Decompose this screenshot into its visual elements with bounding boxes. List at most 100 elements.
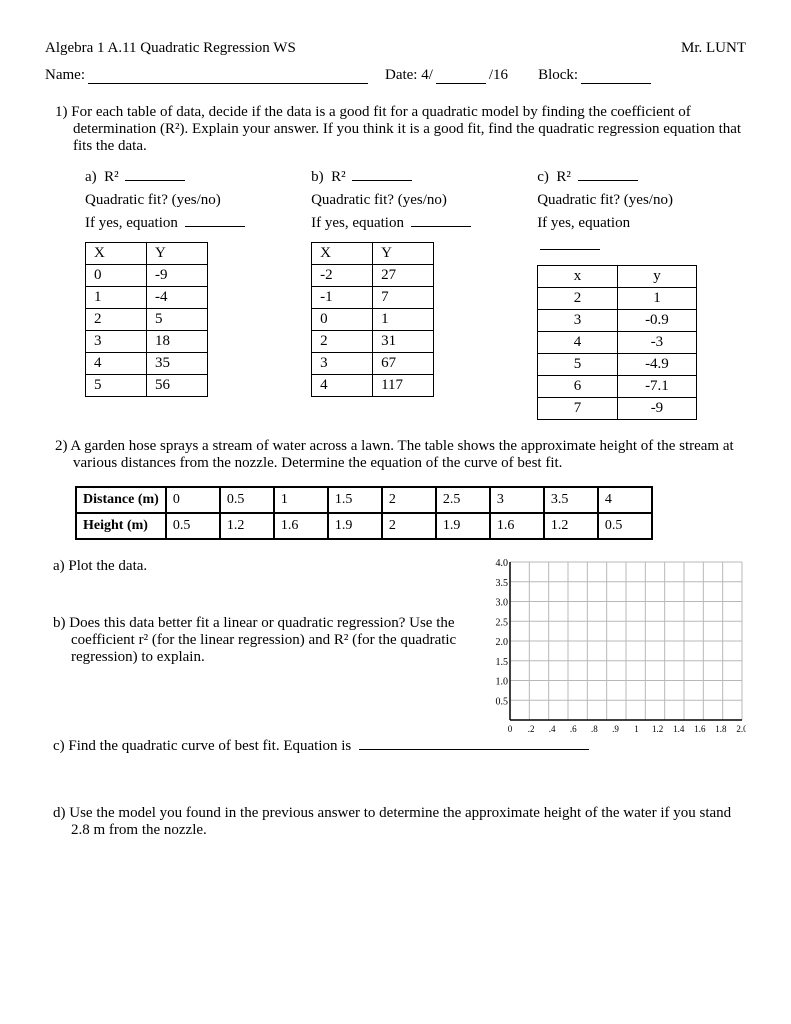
q2c: c) Find the quadratic curve of best fit.… — [53, 738, 746, 755]
cell: 6 — [538, 376, 618, 398]
cell: 2 — [312, 331, 373, 353]
date-label: Date: 4/ — [385, 67, 433, 84]
svg-text:4.0: 4.0 — [496, 558, 509, 569]
svg-text:2.0: 2.0 — [496, 637, 509, 648]
svg-text:.9: .9 — [612, 724, 619, 734]
cell: 1 — [274, 487, 328, 513]
q1b-table: XY -227 -17 01 231 367 4117 — [311, 242, 434, 397]
cell: 2 — [86, 309, 147, 331]
cell: -2 — [312, 265, 373, 287]
q1c-label: c) — [537, 169, 549, 185]
q2a: a) Plot the data. — [53, 558, 466, 575]
q2c-text: c) Find the quadratic curve of best fit.… — [53, 738, 351, 754]
svg-text:1.5: 1.5 — [496, 657, 509, 668]
cell: 1 — [617, 288, 697, 310]
q2b: b) Does this data better fit a linear or… — [53, 615, 466, 666]
q1b-r2-blank — [352, 180, 412, 181]
cell: 117 — [373, 375, 434, 397]
cell: -4.9 — [617, 354, 697, 376]
cell: 18 — [147, 331, 208, 353]
q1a-eq: If yes, equation — [85, 215, 178, 231]
cell: 4 — [538, 332, 618, 354]
cell: 0.5 — [166, 513, 220, 539]
q1a-r2: R² — [104, 169, 119, 185]
grid-chart: 4.03.53.02.52.01.51.00.50.2.4.6.8.911.21… — [486, 558, 746, 738]
cell: 2 — [382, 487, 436, 513]
cell: 7 — [373, 287, 434, 309]
cell: 1 — [373, 309, 434, 331]
cell: 1.6 — [274, 513, 328, 539]
q2-prompt: 2) A garden hose sprays a stream of wate… — [55, 438, 746, 472]
cell: 67 — [373, 353, 434, 375]
svg-text:1: 1 — [634, 724, 639, 734]
cell: 0 — [312, 309, 373, 331]
cell: 5 — [147, 309, 208, 331]
svg-text:2.5: 2.5 — [496, 617, 509, 628]
cell: 4 — [86, 353, 147, 375]
cell: -1 — [312, 287, 373, 309]
cell: 3.5 — [544, 487, 598, 513]
cell: 1.5 — [328, 487, 382, 513]
q1c-eq-blank — [540, 249, 600, 250]
block-blank — [581, 67, 651, 84]
q1a-label: a) — [85, 169, 97, 185]
q2d: d) Use the model you found in the previo… — [53, 805, 746, 839]
cell: 5 — [86, 375, 147, 397]
q2-row2-header: Height (m) — [76, 513, 166, 539]
q1a-column: a) R² Quadratic fit? (yes/no) If yes, eq… — [85, 169, 279, 420]
cell: -3 — [617, 332, 697, 354]
cell: 56 — [147, 375, 208, 397]
svg-text:2.0: 2.0 — [736, 724, 746, 734]
cell: 31 — [373, 331, 434, 353]
q1a-eq-blank — [185, 226, 245, 227]
th-y: y — [617, 266, 697, 288]
q1b-eq: If yes, equation — [311, 215, 404, 231]
cell: -7.1 — [617, 376, 697, 398]
svg-text:1.4: 1.4 — [673, 724, 685, 734]
q2c-blank — [359, 749, 589, 750]
svg-text:1.0: 1.0 — [496, 677, 509, 688]
svg-text:3.5: 3.5 — [496, 578, 509, 589]
q1c-fit: Quadratic fit? (yes/no) — [537, 192, 731, 209]
q1a-r2-blank — [125, 180, 185, 181]
date-suffix: /16 — [489, 67, 508, 84]
cell: 0.5 — [598, 513, 652, 539]
q2-grid: 4.03.53.02.52.01.51.00.50.2.4.6.8.911.21… — [486, 558, 746, 738]
q2-row1-header: Distance (m) — [76, 487, 166, 513]
th-y: Y — [147, 243, 208, 265]
cell: 1.6 — [490, 513, 544, 539]
cell: 1.9 — [436, 513, 490, 539]
svg-text:3.0: 3.0 — [496, 598, 509, 609]
th-x: X — [86, 243, 147, 265]
cell: 4 — [312, 375, 373, 397]
name-blank — [88, 67, 368, 84]
date-blank — [436, 67, 486, 84]
q1c-eq: If yes, equation — [537, 215, 630, 231]
cell: -9 — [147, 265, 208, 287]
q1c-column: c) R² Quadratic fit? (yes/no) If yes, eq… — [537, 169, 731, 420]
cell: 1.2 — [544, 513, 598, 539]
q1b-fit: Quadratic fit? (yes/no) — [311, 192, 505, 209]
teacher-name: Mr. LUNT — [681, 40, 746, 57]
cell: 35 — [147, 353, 208, 375]
cell: 1 — [86, 287, 147, 309]
svg-text:1.8: 1.8 — [715, 724, 727, 734]
q1c-table: xy 21 3-0.9 4-3 5-4.9 6-7.1 7-9 — [537, 265, 697, 420]
q1c-r2: R² — [556, 169, 571, 185]
cell: -0.9 — [617, 310, 697, 332]
svg-text:0.5: 0.5 — [496, 696, 509, 707]
svg-text:.4: .4 — [549, 724, 556, 734]
cell: 3 — [490, 487, 544, 513]
cell: 0 — [166, 487, 220, 513]
q1a-fit: Quadratic fit? (yes/no) — [85, 192, 279, 209]
q2-data-table: Distance (m) 0 0.5 1 1.5 2 2.5 3 3.5 4 H… — [75, 486, 653, 540]
svg-text:1.2: 1.2 — [652, 724, 663, 734]
page-title: Algebra 1 A.11 Quadratic Regression WS — [45, 40, 296, 57]
cell: 0.5 — [220, 487, 274, 513]
cell: 4 — [598, 487, 652, 513]
cell: 3 — [86, 331, 147, 353]
cell: 3 — [312, 353, 373, 375]
svg-text:.8: .8 — [591, 724, 598, 734]
th-x: X — [312, 243, 373, 265]
q1b-column: b) R² Quadratic fit? (yes/no) If yes, eq… — [311, 169, 505, 420]
